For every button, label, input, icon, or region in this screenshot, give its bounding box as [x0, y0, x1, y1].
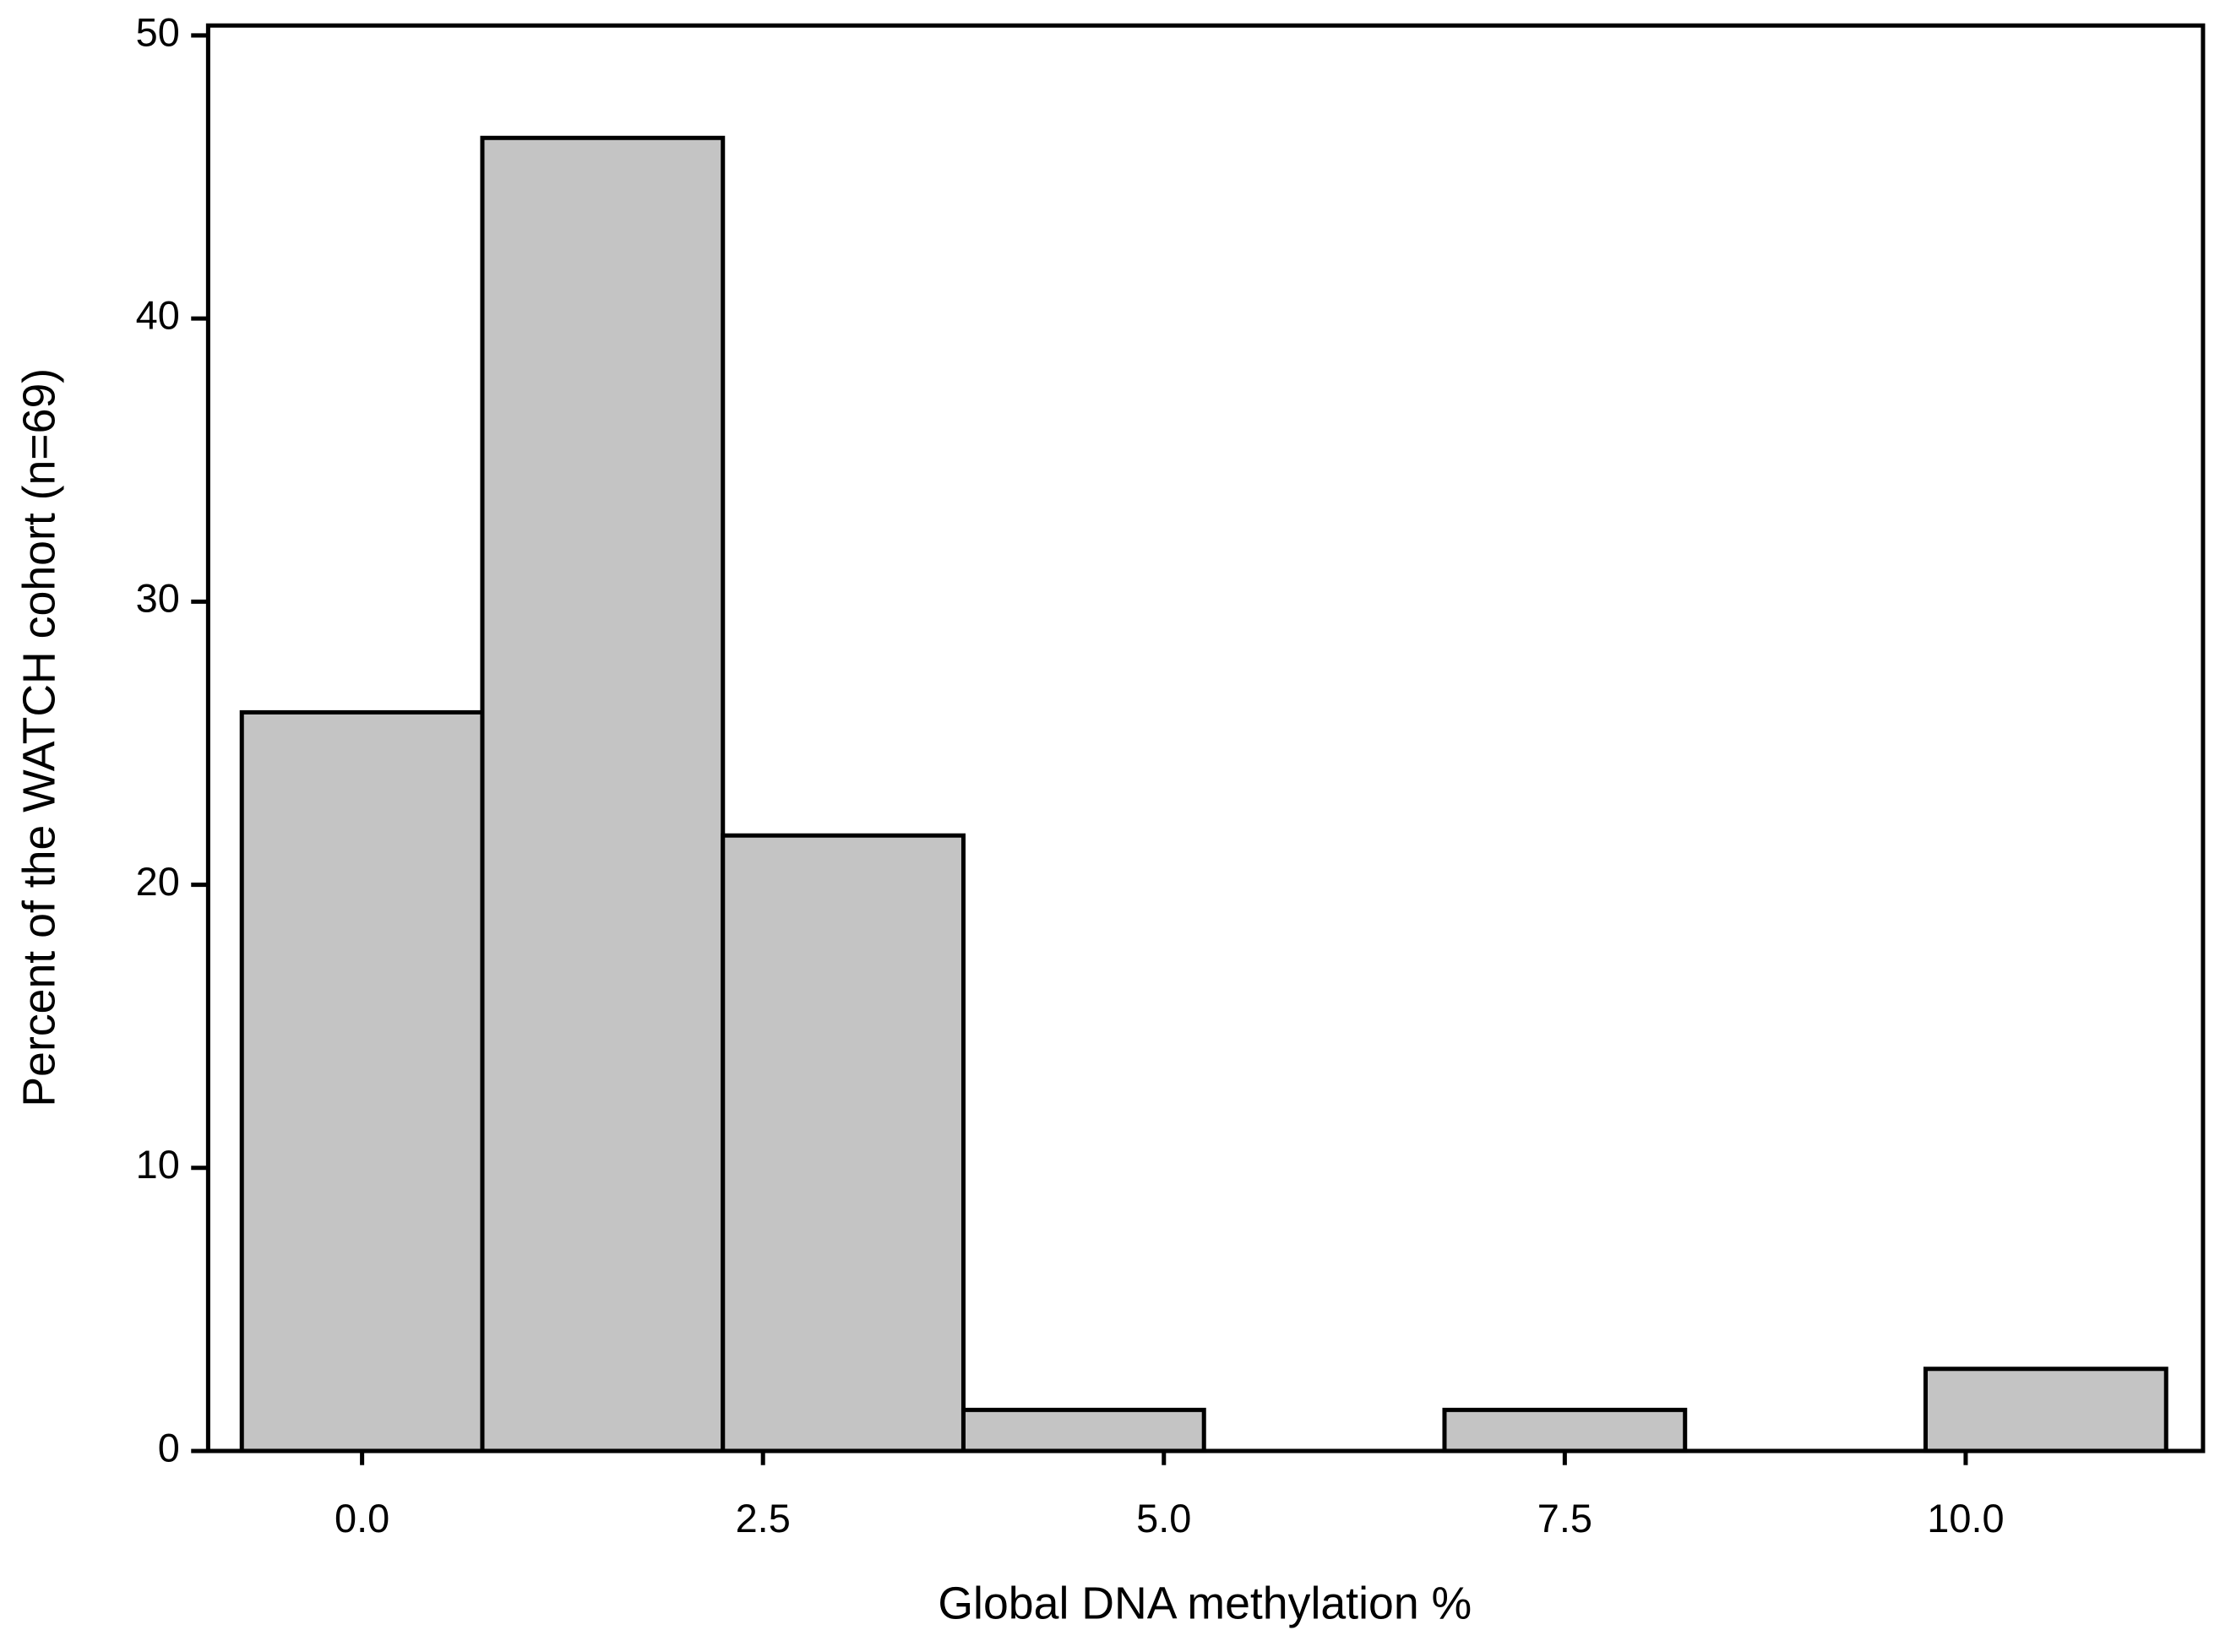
y-tick-label: 20: [136, 860, 180, 904]
x-tick-label: 10.0: [1927, 1497, 2004, 1541]
bar: [480, 135, 726, 1454]
y-tick-label: 40: [136, 294, 180, 338]
x-tick-label: 7.5: [1537, 1497, 1592, 1541]
bar: [721, 833, 966, 1454]
bar: [1923, 1367, 2168, 1454]
x-tick-label: 5.0: [1136, 1497, 1191, 1541]
y-tick-label: 0: [158, 1426, 180, 1470]
y-tick-label: 30: [136, 577, 180, 621]
y-axis-title: Percent of the WATCH cohort (n=69): [14, 368, 64, 1107]
x-axis-title: Global DNA methylation %: [938, 1578, 1472, 1628]
x-tick-label: 0.0: [335, 1497, 389, 1541]
bar: [960, 1407, 1206, 1454]
plot-frame: [205, 23, 2206, 1454]
x-tick-label: 2.5: [736, 1497, 791, 1541]
y-tick-label: 50: [136, 10, 180, 54]
bar: [239, 709, 485, 1454]
y-tick-label: 10: [136, 1143, 180, 1187]
bar: [1442, 1407, 1688, 1454]
